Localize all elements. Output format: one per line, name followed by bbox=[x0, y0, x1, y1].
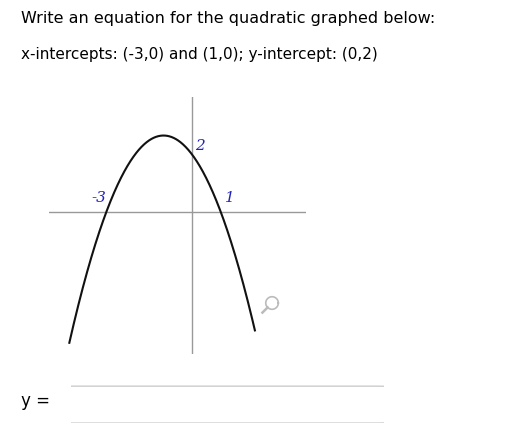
FancyBboxPatch shape bbox=[58, 386, 394, 423]
Text: y =: y = bbox=[21, 392, 50, 410]
Text: 1: 1 bbox=[225, 190, 235, 205]
Text: Write an equation for the quadratic graphed below:: Write an equation for the quadratic grap… bbox=[21, 11, 435, 26]
Text: 2: 2 bbox=[196, 139, 205, 153]
Text: -3: -3 bbox=[92, 190, 107, 205]
Text: x-intercepts: (-3,0) and (1,0); y-intercept: (0,2): x-intercepts: (-3,0) and (1,0); y-interc… bbox=[21, 47, 378, 62]
